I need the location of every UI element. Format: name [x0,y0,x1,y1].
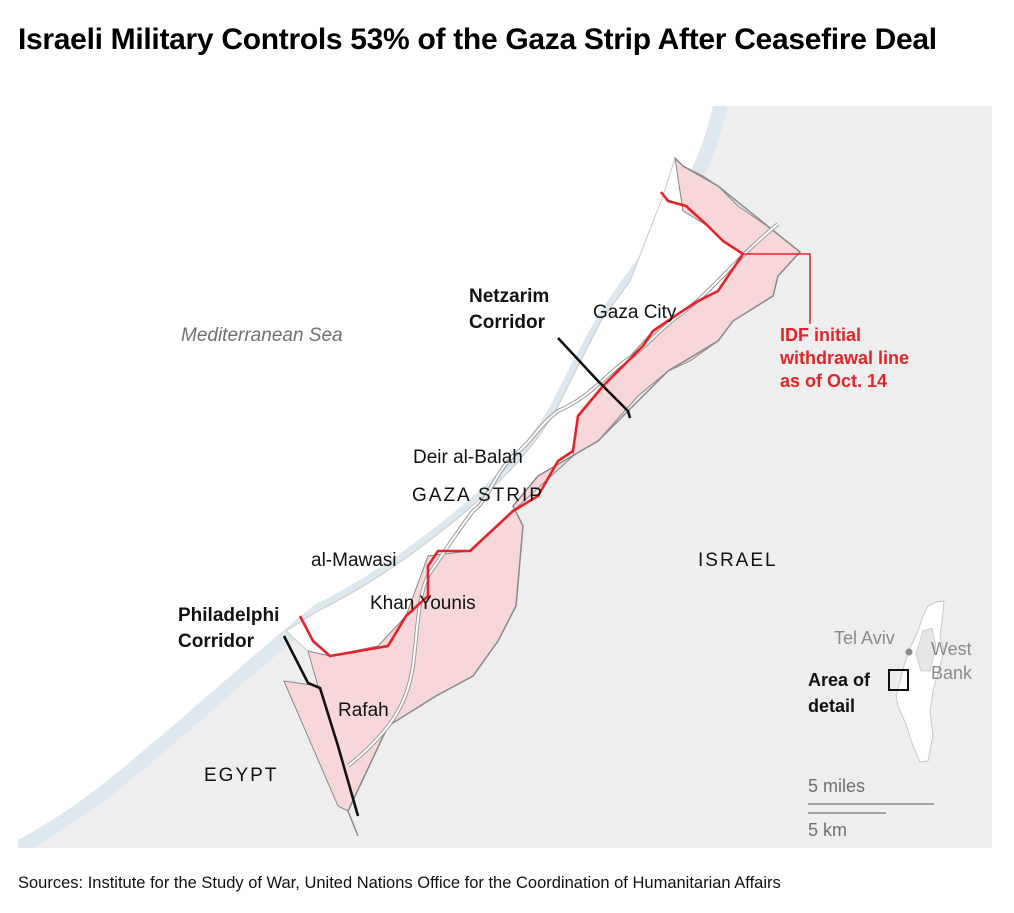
al-mawasi-label: al-Mawasi [311,550,397,571]
idf-label-line1: IDF initial [780,325,861,345]
idf-label-line2: withdrawal line [779,348,909,368]
scale-km-label: 5 km [808,820,847,840]
inset-map: Tel Aviv West Bank Area of detail [808,600,973,763]
khan-younis-label: Khan Younis [370,593,476,614]
idf-label-leader [743,253,811,324]
deir-al-balah-label: Deir al-Balah [413,447,523,468]
area-of-detail-box [888,669,909,691]
map-title: Israeli Military Controls 53% of the Gaz… [18,23,937,56]
rafah-label: Rafah [338,700,389,721]
sea-label: Mediterranean Sea [181,325,343,346]
scale-bar: 5 miles 5 km [808,776,934,840]
netzarim-label-line1: Netzarim [469,286,549,307]
idf-label-line3: as of Oct. 14 [780,371,887,391]
gaza-strip-label: GAZA STRIP [412,485,544,506]
west-bank-label-line2: Bank [931,663,973,683]
idf-withdrawal-line [298,191,745,658]
egypt-label: EGYPT [204,765,278,786]
israel-border-line [347,157,802,837]
netzarim-label-line2: Corridor [469,312,546,333]
scale-miles-label: 5 miles [808,776,865,796]
west-bank-label-line1: West [931,639,972,659]
tel-aviv-label: Tel Aviv [834,628,895,648]
gaza-city-label: Gaza City [593,302,677,323]
mediterranean-sea [18,106,720,848]
main-road-inner [347,223,779,767]
area-of-detail-label-line2: detail [808,696,855,716]
netzarim-corridor-line [557,337,632,419]
tel-aviv-dot [905,648,913,656]
philadelphi-label-line1: Philadelphi [178,605,279,626]
map-panel: Mediterranean Sea Netzarim Corridor Gaza… [18,106,992,848]
philadelphi-corridor-line [282,635,360,817]
philadelphi-label-line2: Corridor [178,631,255,652]
israel-label: ISRAEL [698,550,778,571]
inset-west-bank-shape [915,627,937,672]
sources-note: Sources: Institute for the Study of War,… [18,874,781,892]
area-of-detail-label-line1: Area of [808,670,871,690]
